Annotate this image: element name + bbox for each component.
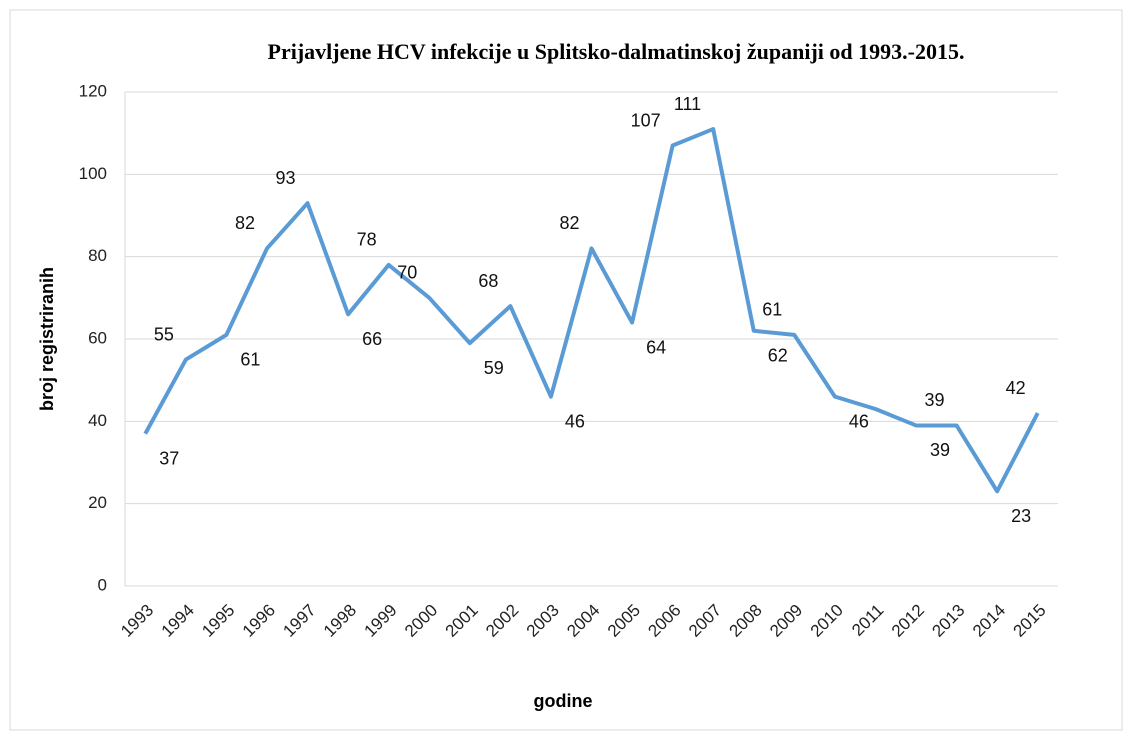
- y-tick-label: 120: [79, 81, 107, 100]
- x-tick-label: 2001: [442, 601, 482, 641]
- x-tick-label: 1996: [239, 601, 279, 641]
- data-label: 59: [484, 358, 504, 378]
- x-tick-label: 1994: [158, 601, 198, 641]
- data-label: 66: [362, 329, 382, 349]
- data-label: 61: [762, 300, 782, 320]
- x-tick-label: 2014: [969, 601, 1009, 641]
- y-tick-label: 100: [79, 164, 107, 183]
- y-axis-title: broj registriranih: [37, 267, 57, 411]
- chart-title: Prijavljene HCV infekcije u Splitsko-dal…: [268, 39, 965, 64]
- data-label: 42: [1006, 378, 1026, 398]
- x-tick-label: 1997: [279, 601, 319, 641]
- data-label: 39: [930, 440, 950, 460]
- x-tick-label: 1999: [360, 601, 400, 641]
- data-label: 107: [631, 110, 661, 130]
- data-label: 46: [849, 411, 869, 431]
- x-tick-label: 2007: [685, 601, 725, 641]
- data-label: 37: [159, 448, 179, 468]
- x-tick-label: 2005: [604, 601, 644, 641]
- x-tick-label: 2015: [1010, 601, 1050, 641]
- x-tick-label: 2011: [848, 601, 887, 640]
- data-label: 70: [397, 263, 417, 283]
- data-label: 93: [276, 168, 296, 188]
- data-label: 64: [646, 337, 666, 357]
- data-label: 82: [559, 213, 579, 233]
- x-tick-label: 2008: [726, 601, 766, 641]
- x-tick-label: 2000: [401, 601, 441, 641]
- data-label: 111: [674, 94, 701, 114]
- x-tick-label: 1995: [198, 601, 238, 641]
- data-label: 78: [357, 230, 377, 250]
- y-tick-label: 40: [88, 411, 107, 430]
- x-tick-label: 1993: [117, 601, 157, 641]
- data-label: 82: [235, 213, 255, 233]
- y-tick-label: 80: [88, 246, 107, 265]
- y-tick-label: 20: [88, 493, 107, 512]
- x-tick-label: 1998: [320, 601, 360, 641]
- x-tick-label: 2010: [807, 601, 847, 641]
- y-tick-label: 60: [88, 328, 107, 347]
- data-label: 68: [478, 271, 498, 291]
- data-label: 23: [1011, 506, 1031, 526]
- x-tick-label: 2006: [644, 601, 684, 641]
- data-label: 62: [768, 346, 788, 366]
- data-label: 39: [925, 390, 945, 410]
- x-tick-label: 2003: [523, 601, 563, 641]
- data-label: 61: [240, 350, 260, 370]
- x-tick-label: 2004: [563, 601, 603, 641]
- x-tick-label: 2009: [766, 601, 806, 641]
- x-tick-label: 2012: [888, 601, 928, 641]
- chart-border: [9, 9, 1123, 731]
- y-tick-label: 0: [98, 575, 107, 594]
- data-label: 46: [565, 411, 585, 431]
- x-tick-label: 2002: [482, 601, 522, 641]
- data-line: [143, 127, 1040, 494]
- x-axis-title: godine: [534, 691, 593, 711]
- data-label: 55: [154, 324, 174, 344]
- x-tick-label: 2013: [928, 601, 968, 641]
